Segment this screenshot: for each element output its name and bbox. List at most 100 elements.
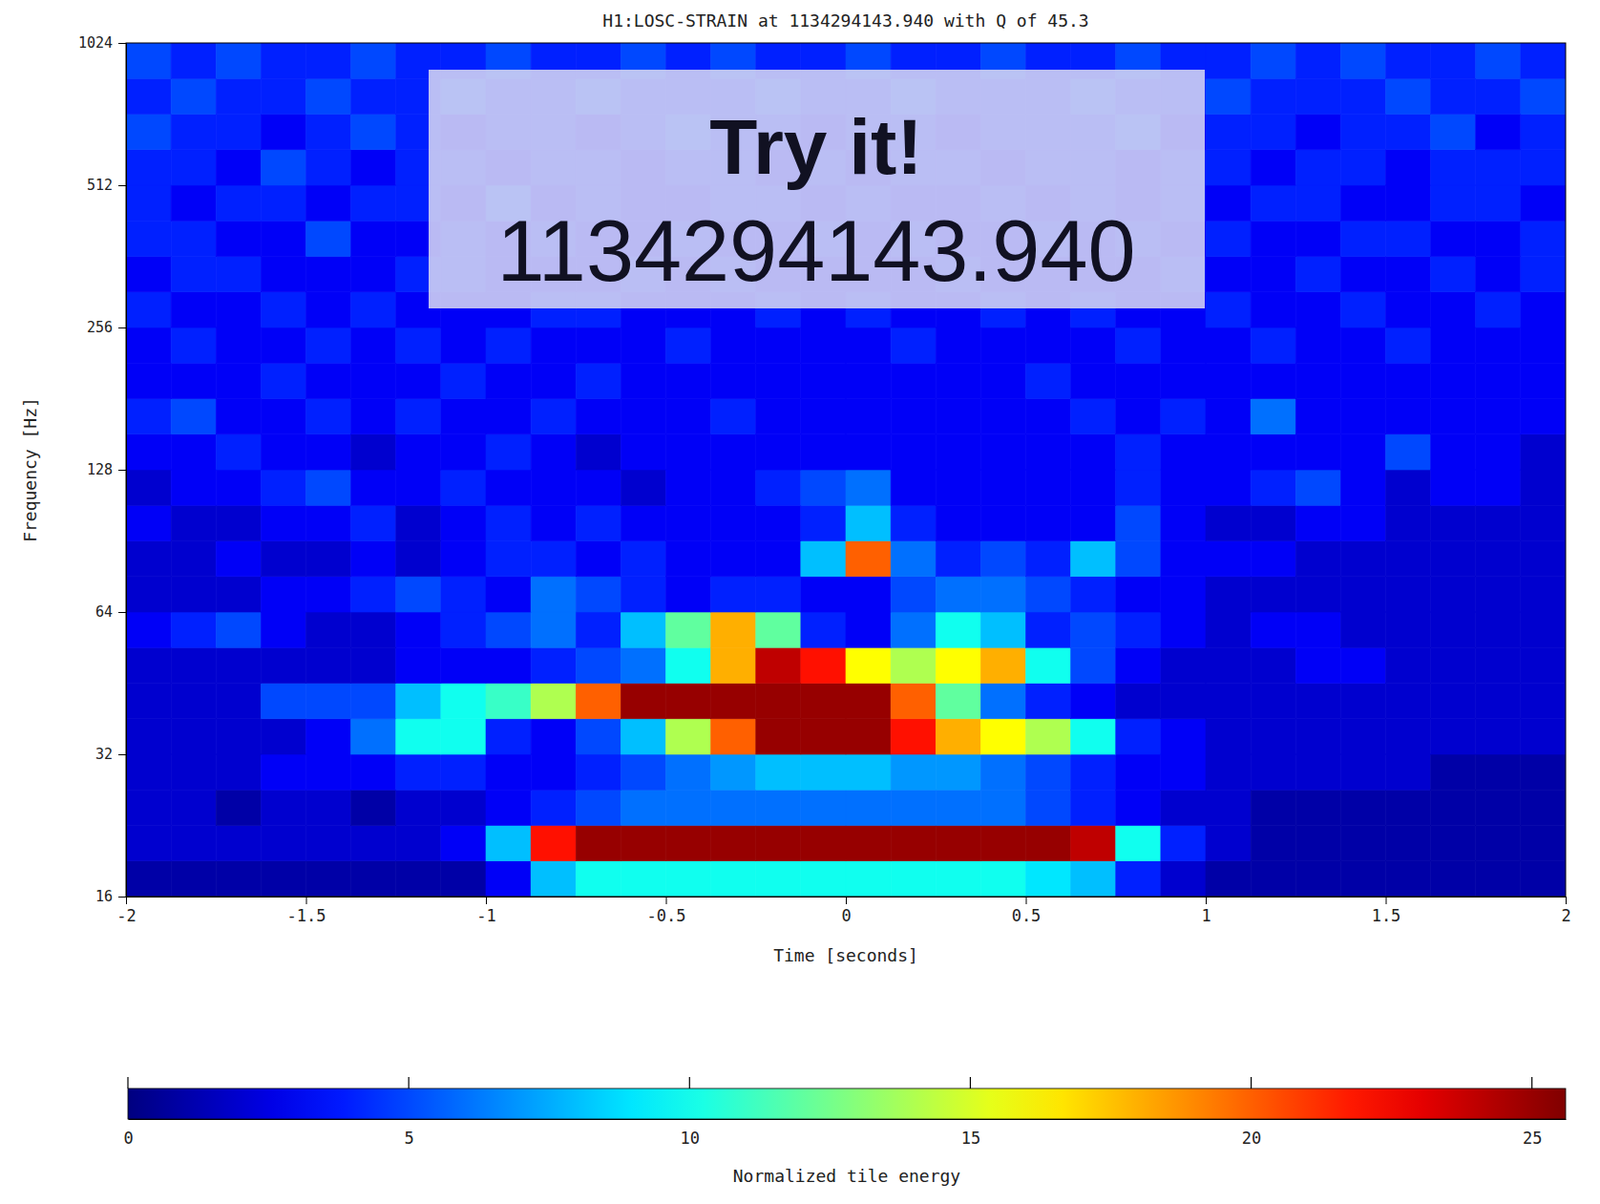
heat-cell xyxy=(260,505,306,541)
heat-cell xyxy=(1026,861,1072,897)
x-tick-mark xyxy=(126,896,127,905)
heat-cell xyxy=(845,505,891,541)
heat-cell xyxy=(126,185,171,221)
colorbar-tick-mark xyxy=(1250,1076,1252,1089)
heat-cell xyxy=(756,789,801,825)
heat-cell xyxy=(1386,469,1432,506)
heat-cell xyxy=(441,327,486,363)
heat-cell xyxy=(170,185,216,221)
heat-cell xyxy=(1475,149,1521,186)
heat-cell xyxy=(215,611,261,648)
heat-cell xyxy=(711,683,757,719)
heat-cell xyxy=(306,861,352,897)
heat-cell xyxy=(845,789,891,825)
heat-cell xyxy=(441,505,486,541)
heat-cell xyxy=(756,469,801,506)
heat-cell xyxy=(1295,434,1341,470)
heat-cell xyxy=(1250,683,1296,719)
heat-cell xyxy=(845,824,891,861)
heat-cell xyxy=(980,718,1026,755)
heat-cell xyxy=(1205,398,1251,434)
heat-cell xyxy=(485,861,531,897)
heat-cell xyxy=(1386,255,1432,292)
heat-cell xyxy=(1386,434,1432,470)
heat-cell xyxy=(396,469,442,506)
heat-cell xyxy=(1520,647,1566,683)
heat-cell xyxy=(1071,362,1116,399)
heat-cell xyxy=(351,362,397,399)
heat-cell xyxy=(1071,718,1116,755)
heat-cell xyxy=(1250,576,1296,612)
heat-cell xyxy=(1250,718,1296,755)
heat-cell xyxy=(1520,185,1566,221)
x-tick-mark xyxy=(1386,896,1388,905)
heat-cell xyxy=(1160,718,1206,755)
heat-cell xyxy=(441,824,486,861)
heat-cell xyxy=(1295,540,1341,576)
heat-cell xyxy=(260,861,306,897)
heat-cell xyxy=(1160,789,1206,825)
heat-cell xyxy=(351,647,397,683)
heat-cell xyxy=(1475,540,1521,576)
heat-cell xyxy=(1386,861,1432,897)
heat-cell xyxy=(1026,434,1072,470)
heat-cell xyxy=(711,469,757,506)
heat-cell xyxy=(1431,42,1476,79)
heat-cell xyxy=(845,362,891,399)
heat-cell xyxy=(620,789,666,825)
heat-cell xyxy=(845,540,891,576)
heat-cell xyxy=(351,754,397,790)
heat-cell xyxy=(1115,861,1161,897)
heat-cell xyxy=(845,576,891,612)
heat-cell xyxy=(756,647,801,683)
heat-cell xyxy=(1340,754,1386,790)
heat-cell xyxy=(170,113,216,149)
heat-cell xyxy=(980,362,1026,399)
heat-cell xyxy=(170,255,216,292)
heat-cell xyxy=(126,647,171,683)
heat-cell xyxy=(1295,718,1341,755)
heat-cell xyxy=(215,683,261,719)
heat-cell xyxy=(1475,861,1521,897)
heat-cell xyxy=(306,683,352,719)
heat-cell xyxy=(1115,576,1161,612)
heat-cell xyxy=(1340,611,1386,648)
heat-cell xyxy=(260,149,306,186)
heat-cell xyxy=(1431,220,1476,256)
heat-cell xyxy=(1340,362,1386,399)
heat-cell xyxy=(1386,327,1432,363)
heat-cell xyxy=(980,824,1026,861)
heat-cell xyxy=(1340,42,1386,79)
heat-cell xyxy=(575,398,621,434)
x-tick-mark xyxy=(666,896,668,905)
heat-cell xyxy=(441,861,486,897)
heat-cell xyxy=(1026,647,1072,683)
heat-cell xyxy=(215,255,261,292)
heat-cell xyxy=(890,398,936,434)
heat-cell xyxy=(126,220,171,256)
heat-cell xyxy=(1520,824,1566,861)
heat-cell xyxy=(1340,78,1386,114)
heat-cell xyxy=(1115,469,1161,506)
heat-cell xyxy=(1205,647,1251,683)
colorbar-axis-line xyxy=(128,1118,1567,1120)
y-tick: 128 xyxy=(86,461,127,479)
heat-cell xyxy=(1475,576,1521,612)
heat-cell xyxy=(980,434,1026,470)
heat-cell xyxy=(711,611,757,648)
heat-cell xyxy=(1340,292,1386,328)
heat-cell xyxy=(666,434,712,470)
heat-cell xyxy=(215,113,261,149)
heatmap xyxy=(126,42,1566,897)
heat-cell xyxy=(575,434,621,470)
x-axis: -2-1.5-1-0.500.511.52 xyxy=(116,896,1571,926)
heat-cell xyxy=(1475,42,1521,79)
heat-cell xyxy=(1295,576,1341,612)
colorbar-tick-mark xyxy=(689,1076,691,1089)
heat-cell xyxy=(890,754,936,790)
heat-cell xyxy=(666,611,712,648)
heat-cell xyxy=(1295,362,1341,399)
heat-cell xyxy=(935,647,981,683)
y-tick-mark xyxy=(118,611,127,613)
heat-cell xyxy=(485,469,531,506)
